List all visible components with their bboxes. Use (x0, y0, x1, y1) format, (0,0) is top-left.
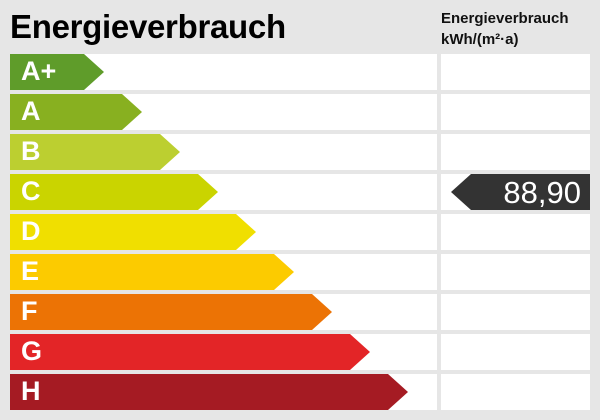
value-cell (441, 374, 590, 410)
class-label: H (21, 376, 41, 406)
value-cell (441, 334, 590, 370)
class-label: B (21, 136, 41, 166)
class-label: A+ (21, 56, 57, 86)
class-bar-A+: A+ (10, 54, 104, 90)
class-bar-A: A (10, 94, 142, 130)
class-label: A (21, 96, 41, 126)
value-cell (441, 254, 590, 290)
class-label: D (21, 216, 41, 246)
class-bar-B: B (10, 134, 180, 170)
value-cell (441, 134, 590, 170)
class-label: F (21, 296, 38, 326)
column-header: Energieverbrauch kWh/(m²·a) (441, 8, 569, 50)
value-cell (441, 294, 590, 330)
class-bar-D: D (10, 214, 256, 250)
column-header-unit: kWh/(m²·a) (441, 31, 519, 48)
value-cell (441, 94, 590, 130)
chart-title: Energieverbrauch (10, 8, 286, 45)
class-bar-H: H (10, 374, 408, 410)
class-label: G (21, 336, 43, 366)
value-cell (441, 54, 590, 90)
class-bar-F: F (10, 294, 332, 330)
class-bar-G: G (10, 334, 370, 370)
class-bar-E: E (10, 254, 294, 290)
column-header-line: Energieverbrauch (441, 10, 569, 27)
class-bar-C: C (10, 174, 218, 210)
class-label: E (21, 256, 40, 286)
class-label: C (21, 176, 41, 206)
value-marker: 88,90 (451, 174, 590, 210)
value-label: 88,90 (503, 175, 581, 210)
value-cell (441, 214, 590, 250)
